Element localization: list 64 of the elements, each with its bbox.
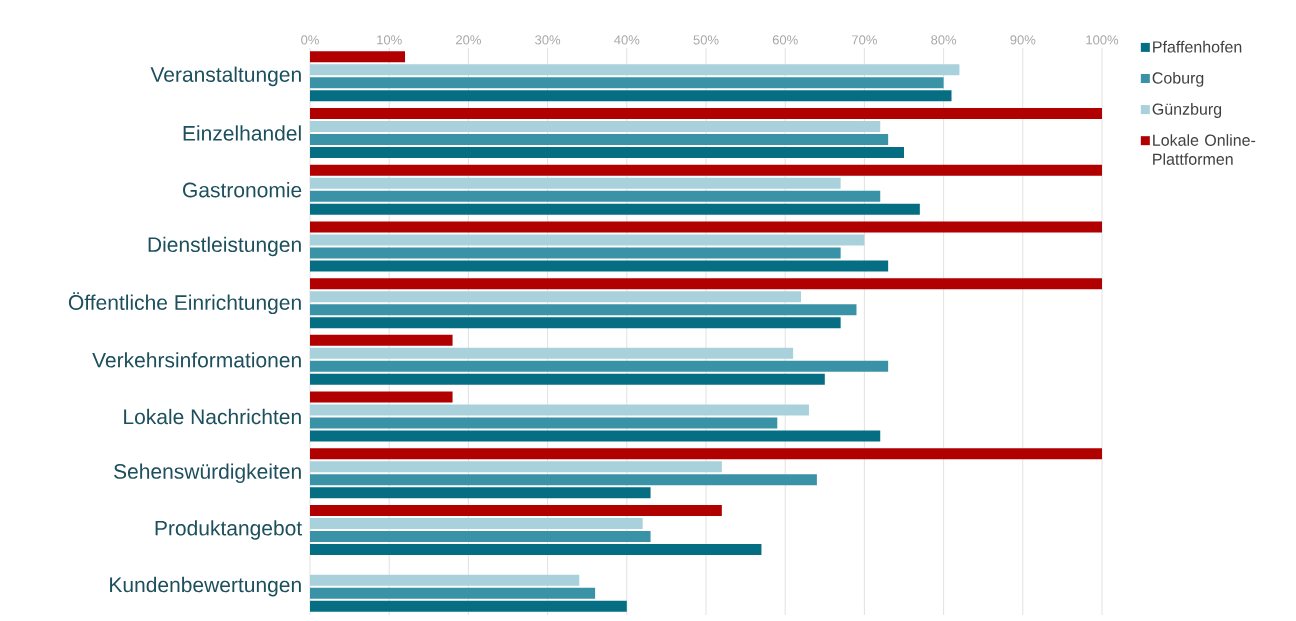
bar <box>310 543 762 555</box>
bar <box>310 77 944 89</box>
y-tick-label: Kundenbewertungen <box>110 576 301 597</box>
bar <box>310 121 881 133</box>
x-tick-label: 60% <box>772 35 798 45</box>
x-tick-label: 50% <box>693 35 719 45</box>
bar <box>310 317 841 329</box>
bar <box>310 373 825 385</box>
bar <box>310 430 881 442</box>
x-tick-label: 30% <box>535 35 561 45</box>
bar <box>310 51 406 63</box>
bar <box>310 574 580 586</box>
legend-label: Lokale Online-Plattformen <box>1153 134 1256 165</box>
bar <box>310 221 1102 233</box>
bar <box>310 417 778 429</box>
bar <box>310 461 722 473</box>
bar <box>310 247 841 259</box>
bar <box>310 487 651 499</box>
x-tick-label: 20% <box>456 35 481 45</box>
bar <box>310 600 627 612</box>
x-tick-label: 90% <box>1010 35 1036 45</box>
bar <box>310 448 1102 460</box>
bar <box>310 291 802 303</box>
bar <box>310 517 643 529</box>
bar <box>310 64 960 76</box>
x-tick-label: 10% <box>377 35 402 45</box>
bar <box>310 164 1102 176</box>
bar <box>310 404 809 416</box>
bar <box>310 587 596 599</box>
y-tick-label: Gastronomie <box>183 182 302 198</box>
bar <box>310 234 865 246</box>
bar <box>310 190 881 202</box>
y-tick-label: Einzelhandel <box>183 125 301 141</box>
x-tick-label: 80% <box>931 35 957 45</box>
bar <box>310 474 817 486</box>
y-tick-label: Verkehrsinformationen <box>92 352 301 368</box>
bar <box>310 260 889 272</box>
x-tick-label: 0% <box>301 35 319 45</box>
y-tick-label: Sehenswürdigkeiten <box>114 463 301 484</box>
y-tick-label: Lokale Nachrichten <box>124 408 301 425</box>
y-tick-label: Produktangebot <box>155 520 303 540</box>
bar <box>310 304 857 316</box>
bar <box>310 278 1102 290</box>
bar <box>310 360 889 372</box>
legend-label: Günzburg <box>1152 103 1222 118</box>
bar <box>310 334 453 346</box>
legend-label: Pfaffenhofen <box>1153 40 1242 53</box>
bar <box>310 203 920 215</box>
bar <box>310 177 841 189</box>
bar <box>310 108 1102 120</box>
x-tick-label: 70% <box>852 35 877 45</box>
legend-label: Coburg <box>1152 71 1204 87</box>
y-tick-label: Öffentliche Einrichtungen <box>68 292 301 315</box>
bar <box>310 134 889 146</box>
x-tick-label: 100% <box>1086 35 1119 45</box>
x-tick-label: 40% <box>614 35 640 45</box>
y-tick-label: Veranstaltungen <box>150 66 301 87</box>
bar <box>310 530 651 542</box>
bar <box>310 90 952 102</box>
bar <box>310 147 904 159</box>
bar <box>310 504 722 516</box>
y-tick-label: Dienstleistungen <box>148 236 301 257</box>
bar <box>310 391 453 403</box>
bar <box>310 347 794 359</box>
